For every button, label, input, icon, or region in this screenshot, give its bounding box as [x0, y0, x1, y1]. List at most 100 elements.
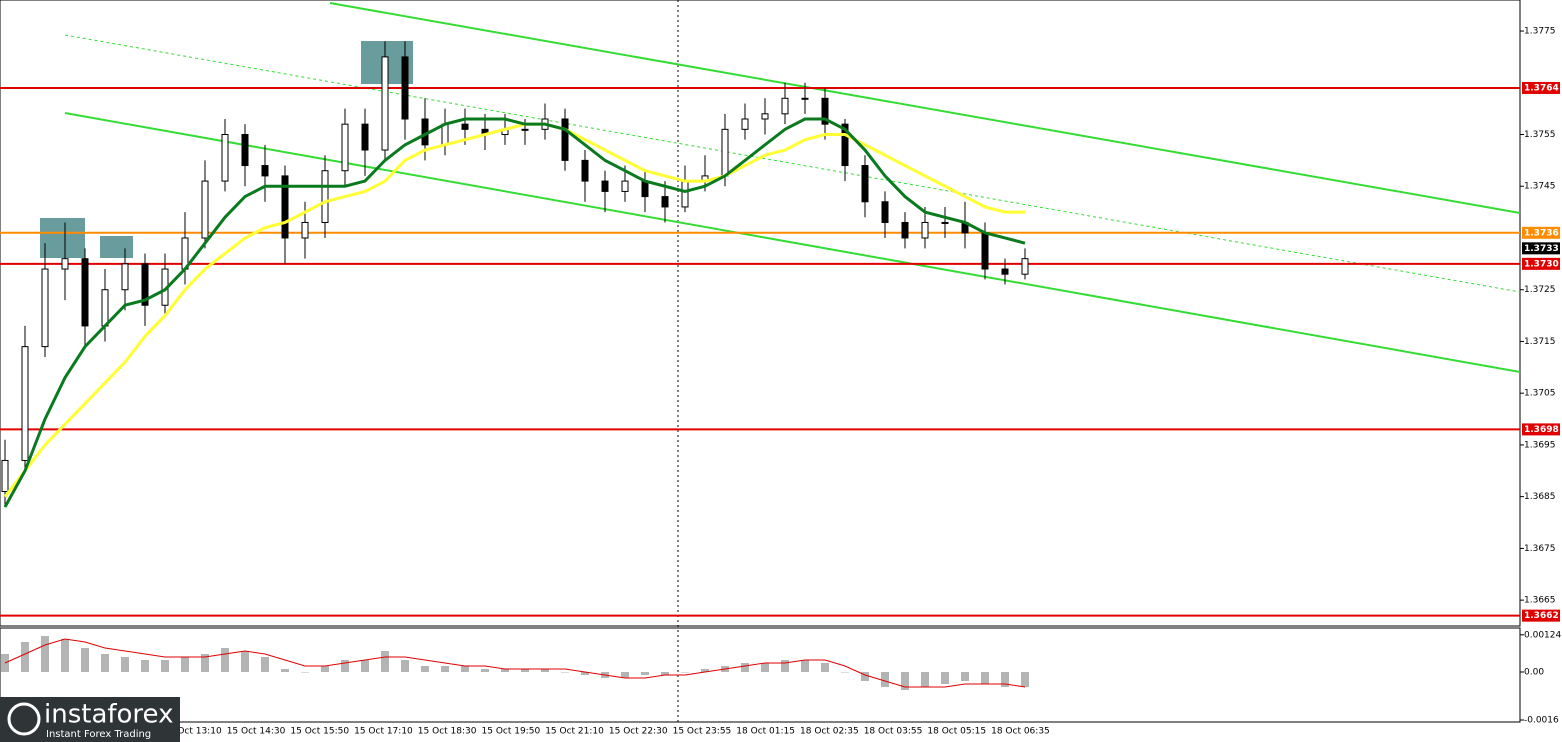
candle-body: [221, 134, 229, 182]
logo-name: instaforex: [44, 700, 173, 730]
candle-body: [201, 180, 209, 239]
osc-bar: [981, 672, 989, 684]
candle-body: [881, 201, 889, 223]
osc-bar: [621, 672, 629, 678]
osc-bar: [1001, 672, 1009, 687]
osc-bar: [501, 669, 509, 672]
x-tick-label: 15 Oct 15:50: [290, 727, 349, 737]
candle-body: [801, 97, 809, 100]
osc-bar: [521, 669, 529, 672]
candle-body: [241, 134, 249, 167]
trend-line: [64, 34, 1521, 293]
osc-bar: [561, 672, 569, 673]
osc-bar: [821, 663, 829, 672]
osc-bar: [41, 636, 49, 672]
level-label-box: [1522, 609, 1560, 622]
osc-bar: [141, 660, 149, 672]
level-label: 1.3733: [1524, 244, 1559, 254]
level-label-box: [1522, 226, 1560, 239]
candle-body: [521, 128, 529, 131]
signal-box: [40, 218, 85, 258]
candle-body: [621, 180, 629, 192]
logo-icon: [7, 702, 41, 736]
osc-bar: [801, 660, 809, 672]
candle-body: [121, 263, 129, 291]
candle-body: [641, 180, 649, 198]
osc-bar: [21, 642, 29, 672]
osc-bar: [421, 666, 429, 672]
candle-body: [381, 56, 389, 151]
candle-body: [841, 123, 849, 167]
level-label-box: [1522, 242, 1560, 255]
y-tick-label: 1.3725: [1524, 285, 1556, 295]
osc-bar: [401, 660, 409, 672]
x-tick-label: 18 Oct 05:15: [927, 727, 986, 737]
oscillator-panel: [0, 627, 1521, 723]
osc-signal: [4, 638, 1026, 688]
x-tick-label: 15 Oct 17:10: [354, 727, 413, 737]
x-tick-label: 15 Oct 19:50: [482, 727, 541, 737]
osc-bar: [61, 639, 69, 672]
x-tick-label: 15 Oct 14:30: [227, 727, 286, 737]
candle-body: [101, 289, 109, 327]
osc-bar: [921, 672, 929, 687]
osc-bar: [181, 657, 189, 672]
osc-bar: [661, 672, 669, 675]
x-tick-label: 18 Oct 02:35: [800, 727, 859, 737]
osc-bar: [161, 660, 169, 672]
y-tick-label: 1.3705: [1524, 389, 1556, 399]
candle-body: [81, 258, 89, 327]
osc-bar: [901, 672, 909, 690]
candle-body: [61, 258, 69, 270]
level-label-box: [1522, 423, 1560, 436]
x-tick-label: 15 Oct 13:10: [163, 727, 222, 737]
moving-average: [3, 117, 1026, 508]
osc-bar: [301, 672, 309, 673]
candle-body: [581, 159, 589, 182]
marks: 1.3775 1.3755 1.3745 1.3725 1.3715 1.3705 1.36…: [0, 27, 1561, 737]
level-label-box: [1522, 81, 1560, 94]
candle-body: [461, 123, 469, 130]
level-label: 1.3736: [1524, 228, 1559, 238]
osc-bar: [241, 651, 249, 672]
y-tick-label: 1.3695: [1524, 440, 1556, 450]
osc-bar: [121, 657, 129, 672]
candle-body: [441, 123, 449, 146]
candle-body: [281, 175, 289, 239]
x-tick-label: 15 Oct 22:30: [609, 727, 668, 737]
level-label: 1.3730: [1524, 259, 1559, 269]
candle-body: [561, 118, 569, 161]
candle-body: [721, 128, 729, 177]
osc-bar: [261, 657, 269, 672]
osc-tick-label: -0.0016: [1524, 716, 1559, 726]
trend-line: [329, 2, 1521, 214]
candle-body: [941, 221, 949, 224]
level-label: 1.3662: [1524, 611, 1559, 621]
osc-bar: [541, 669, 549, 672]
osc-bar: [761, 663, 769, 672]
y-tick-label: 1.3675: [1524, 544, 1556, 554]
candle-body: [661, 196, 669, 208]
osc-bar: [361, 660, 369, 672]
level-label: 1.3764: [1524, 83, 1559, 93]
osc-bar: [881, 672, 889, 687]
osc-bar: [201, 654, 209, 672]
candle-body: [1, 459, 9, 492]
candle-body: [761, 113, 769, 120]
osc-bar: [781, 660, 789, 672]
candle-body: [341, 123, 349, 172]
osc-tick-label: 0.00124: [1524, 630, 1561, 640]
osc-bar: [101, 654, 109, 672]
logo-tagline: Instant Forex Trading: [46, 729, 151, 740]
osc-bar: [681, 672, 689, 673]
osc-bar: [581, 672, 589, 675]
osc-bar: [341, 660, 349, 672]
osc-bar: [861, 672, 869, 681]
x-tick-label: 18 Oct 03:55: [864, 727, 923, 737]
y-tick-label: 1.3745: [1524, 182, 1556, 192]
osc-bar: [81, 648, 89, 672]
candle-body: [601, 180, 609, 192]
candle-body: [681, 180, 689, 208]
y-tick-label: 1.3665: [1524, 596, 1556, 606]
